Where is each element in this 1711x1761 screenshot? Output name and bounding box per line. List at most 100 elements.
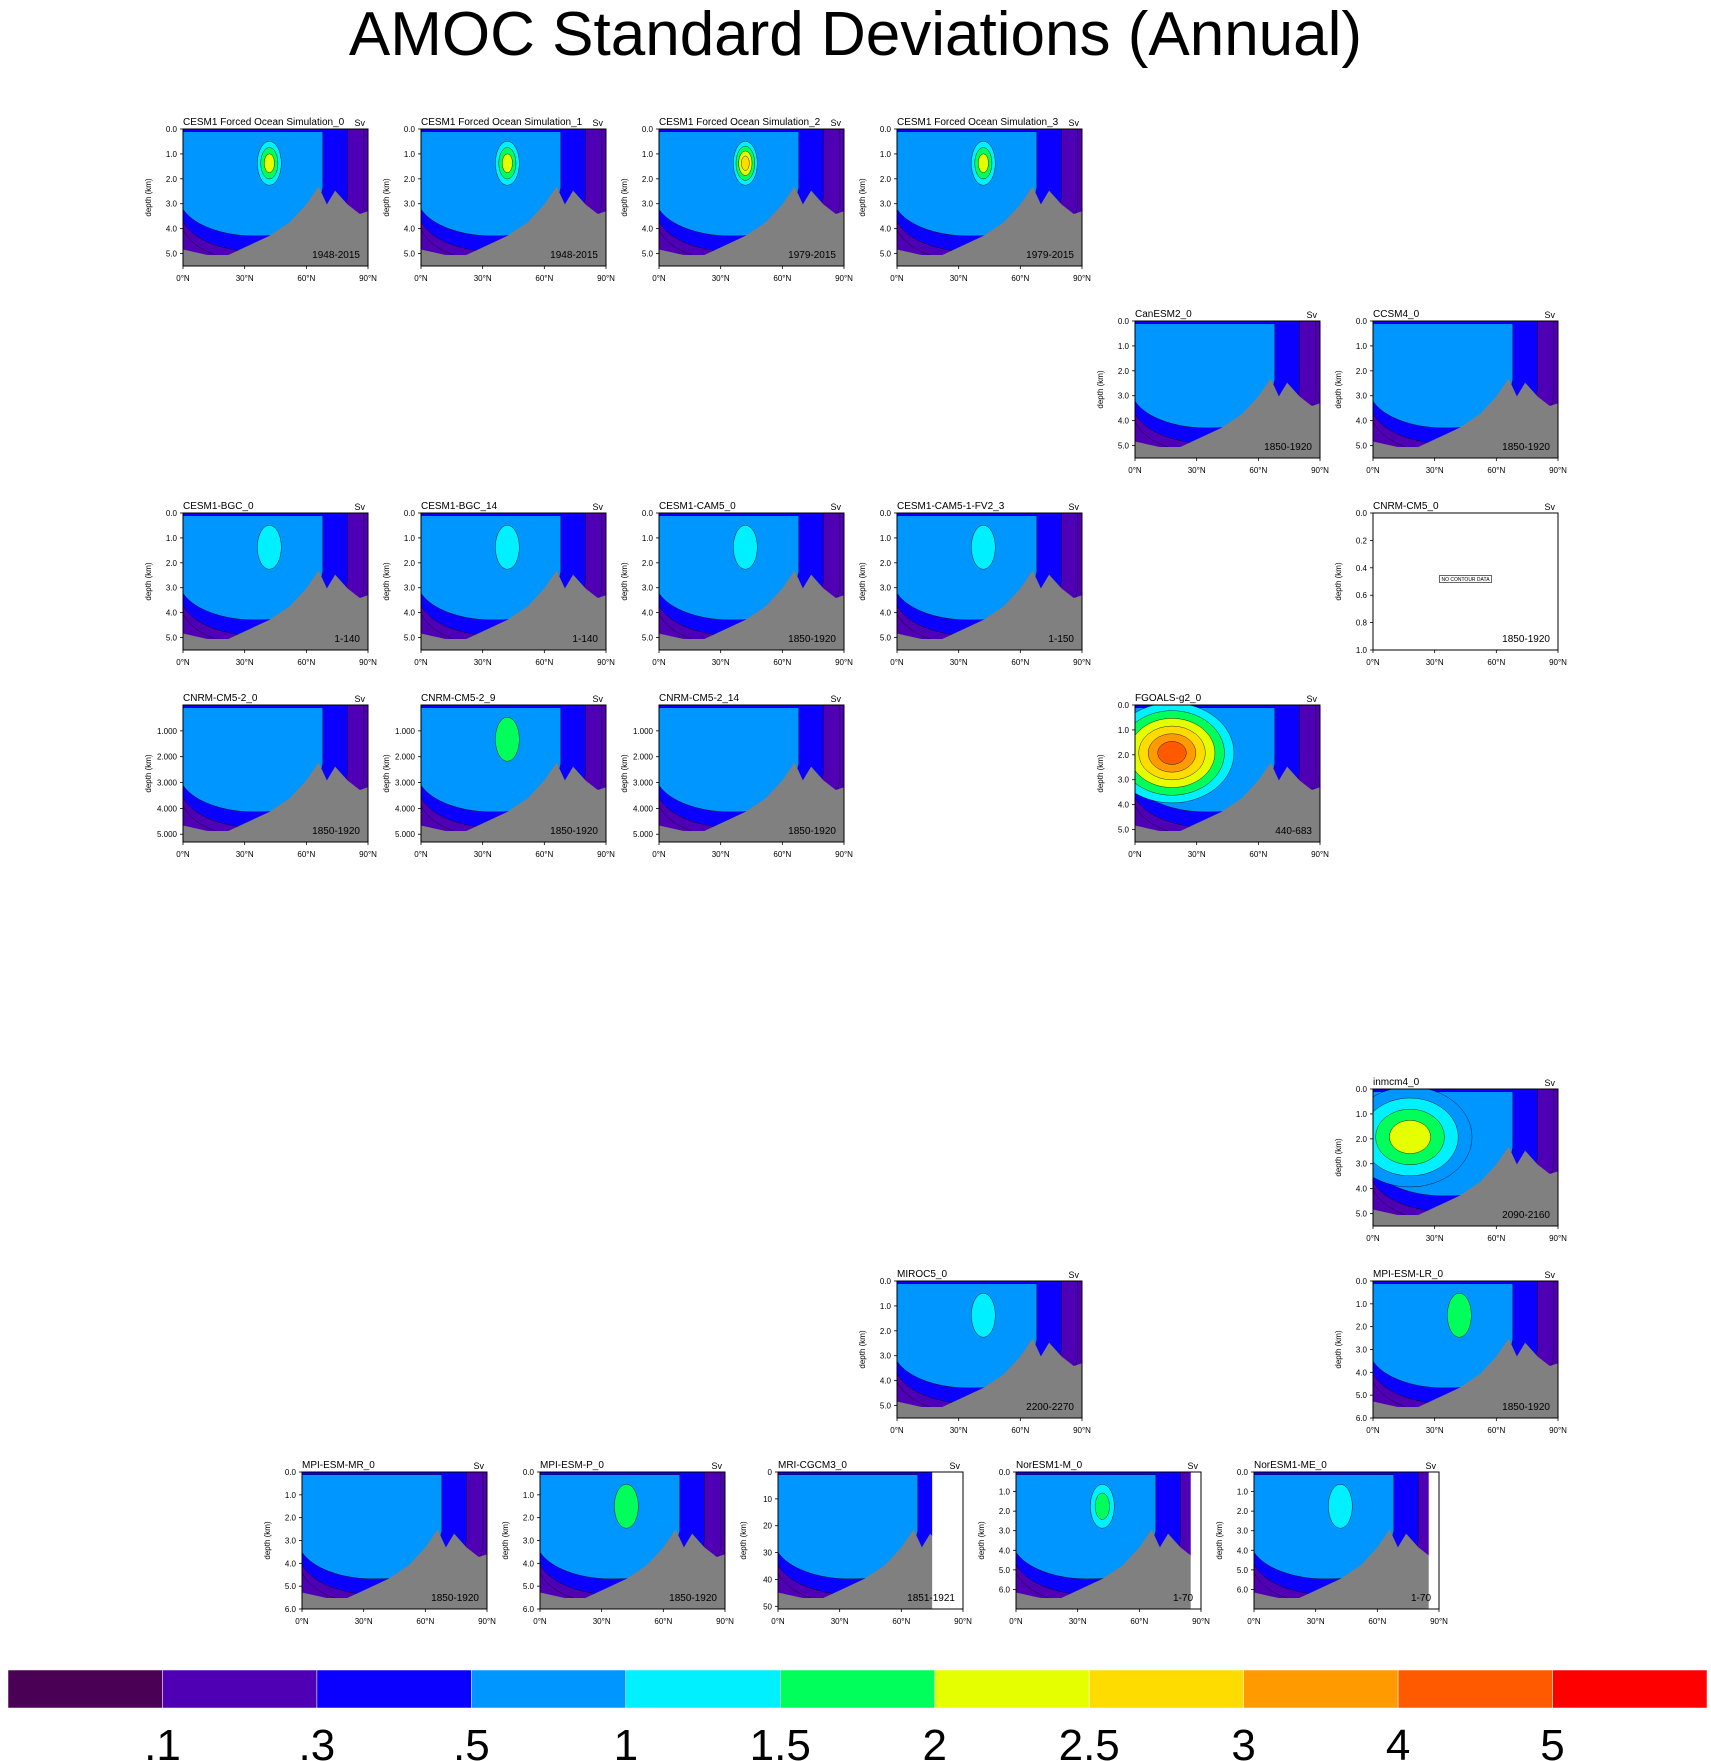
panel-period: 1850-1920 <box>312 826 360 837</box>
x-tick-label: 90°N <box>359 850 377 859</box>
y-axis-label: depth (km) <box>739 1521 748 1560</box>
panel-units: Sv <box>592 118 603 128</box>
x-tick-label: 0°N <box>771 1617 785 1626</box>
y-tick-label: 2.0 <box>523 1514 535 1523</box>
y-tick-label: 3.0 <box>285 1537 297 1546</box>
panel-plot-area <box>1373 321 1558 458</box>
y-tick-label: 40 <box>763 1575 772 1584</box>
colorbar-label: .5 <box>453 1721 490 1761</box>
panel-title: CNRM-CM5-2_9 <box>421 693 496 704</box>
y-tick-label: 3.0 <box>880 584 892 593</box>
y-tick-label: 4.0 <box>1356 1185 1368 1194</box>
panel-frame <box>1134 704 1321 843</box>
panel-title: CCSM4_0 <box>1373 309 1420 320</box>
y-tick-label: 2.0 <box>1118 751 1130 760</box>
bathymetry-mask <box>897 570 1082 650</box>
colorbar-swatch <box>471 1669 627 1709</box>
y-tick-label: 5.0 <box>642 634 654 643</box>
panel-units: Sv <box>473 1461 484 1471</box>
y-tick-label: 4.0 <box>1118 801 1130 810</box>
x-tick-label: 60°N <box>773 850 791 859</box>
bathymetry-mask <box>1373 1146 1558 1226</box>
y-tick-label: 6.0 <box>1237 1585 1249 1594</box>
y-tick-label: 4.0 <box>523 1559 535 1568</box>
y-tick-label: 1.000 <box>157 727 178 736</box>
colorbar-swatch <box>316 1669 472 1709</box>
x-tick-label: 30°N <box>474 658 492 667</box>
x-tick-label: 90°N <box>597 658 615 667</box>
y-axis-label: depth (km) <box>858 178 867 217</box>
x-tick-label: 90°N <box>1073 274 1091 283</box>
panel-period: 1850-1920 <box>550 826 598 837</box>
x-tick-label: 90°N <box>1073 658 1091 667</box>
y-tick-label: 2.000 <box>633 753 654 762</box>
bathymetry-mask <box>1373 378 1558 458</box>
y-tick-label: 2.000 <box>395 753 416 762</box>
panel-units: Sv <box>592 502 603 512</box>
y-tick-label: 3.0 <box>1356 1346 1368 1355</box>
x-tick-label: 60°N <box>1011 274 1029 283</box>
x-tick-label: 90°N <box>1430 1617 1448 1626</box>
x-tick-label: 90°N <box>1549 1234 1567 1243</box>
panel-plot-area <box>659 129 844 266</box>
panel-units: Sv <box>1187 1461 1198 1471</box>
colorbar-swatch <box>1088 1669 1244 1709</box>
panel-units: Sv <box>592 694 603 704</box>
x-tick-label: 60°N <box>535 850 553 859</box>
colorbar-label: 2 <box>922 1721 946 1761</box>
panel-frame <box>1372 320 1559 459</box>
panel-mri-cgcm3-0: MRI-CGCM3_0 Sv 1851-1921 0 10 20 30 40 50 depth (… <box>739 1460 972 1626</box>
x-tick-label: 30°N <box>236 658 254 667</box>
x-tick-label: 30°N <box>831 1617 849 1626</box>
y-tick-label: 5.000 <box>157 830 178 839</box>
colorbar-swatch <box>7 1669 163 1709</box>
x-tick-label: 30°N <box>950 274 968 283</box>
y-axis-label: depth (km) <box>501 1521 510 1560</box>
panel-title: CNRM-CM5-2_14 <box>659 693 739 704</box>
y-tick-label: 10 <box>763 1495 772 1504</box>
panel-period: 1-150 <box>1048 634 1074 645</box>
y-axis-label: depth (km) <box>1334 1138 1343 1177</box>
x-tick-label: 30°N <box>236 274 254 283</box>
y-tick-label: 0.0 <box>1118 701 1130 710</box>
panel-plot-area <box>302 1472 487 1609</box>
y-tick-label: 4.0 <box>1118 417 1130 426</box>
y-axis-label: depth (km) <box>620 562 629 601</box>
y-tick-label: 0.0 <box>1356 1085 1368 1094</box>
x-tick-label: 30°N <box>593 1617 611 1626</box>
y-axis-label: depth (km) <box>620 754 629 793</box>
bathymetry-mask <box>659 570 844 650</box>
y-tick-label: 4.0 <box>880 609 892 618</box>
y-tick-label: 4.0 <box>1356 417 1368 426</box>
y-tick-label: 5.0 <box>1237 1566 1249 1575</box>
panel-title: CNRM-CM5-2_0 <box>183 693 258 704</box>
y-tick-label: 0.0 <box>1237 1468 1249 1477</box>
panel-canesm2-0: CanESM2_0 Sv 1850-1920 0.0 1.0 2.0 3.0 4.0 5.0 de… <box>1096 309 1329 475</box>
y-tick-label: 6.0 <box>285 1605 297 1614</box>
x-tick-label: 30°N <box>355 1617 373 1626</box>
x-tick-label: 60°N <box>1487 466 1505 475</box>
panel-period: 440-683 <box>1275 826 1312 837</box>
x-tick-label: 90°N <box>1549 466 1567 475</box>
panel-frame <box>182 128 369 267</box>
y-tick-label: 3.000 <box>633 779 654 788</box>
y-tick-label: 4.0 <box>166 609 178 618</box>
panel-title: FGOALS-g2_0 <box>1135 693 1202 704</box>
y-tick-label: 3.0 <box>1118 392 1130 401</box>
panel-title: CESM1-CAM5-1-FV2_3 <box>897 501 1005 512</box>
y-axis-label: depth (km) <box>144 178 153 217</box>
y-tick-label: 1.0 <box>404 150 416 159</box>
y-axis-label: depth (km) <box>1334 1330 1343 1369</box>
colorbar-label: 5 <box>1540 1721 1564 1761</box>
x-tick-label: 90°N <box>1549 658 1567 667</box>
y-tick-label: 4.0 <box>166 225 178 234</box>
x-tick-label: 60°N <box>1249 850 1267 859</box>
panel-miroc5-0: MIROC5_0 Sv 2200-2270 0.0 1.0 2.0 3.0 4.0 5.0 dep… <box>858 1269 1091 1435</box>
panel-cesm1-cam5-0: CESM1-CAM5_0 Sv 1850-1920 0.0 1.0 2.0 3.0 4.0 5.… <box>620 501 853 667</box>
y-tick-label: 2.0 <box>166 559 178 568</box>
x-tick-label: 0°N <box>652 658 666 667</box>
panel-frame <box>658 128 845 267</box>
y-tick-label: 1.0 <box>1237 1488 1249 1497</box>
panel-cnrm-cm5-2-14: CNRM-CM5-2_14 Sv 1850-1920 1.000 2.000 3.000 4… <box>620 693 853 859</box>
x-tick-label: 30°N <box>1426 658 1444 667</box>
